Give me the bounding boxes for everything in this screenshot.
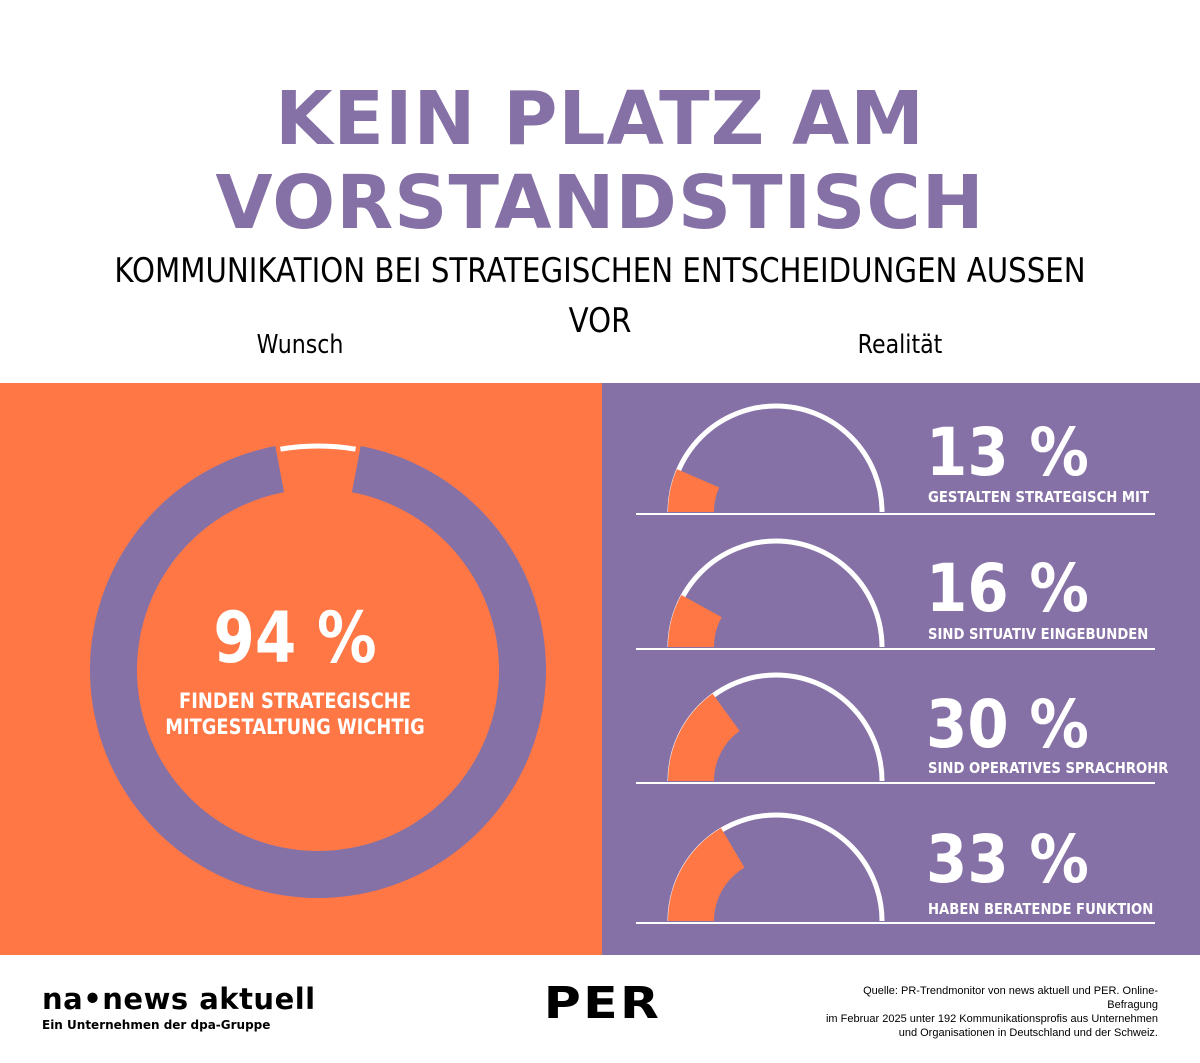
realitaet-gauge-value-2 (668, 594, 722, 647)
wunsch-value: 94 % (213, 597, 377, 679)
news-aktuell-tagline: Ein Unternehmen der dpa-Gruppe (42, 1018, 271, 1032)
wunsch-label-line-2: MITGESTALTUNG WICHTIG (165, 715, 425, 739)
realitaet-value-1: 13 % (926, 414, 1089, 491)
wunsch-label: FINDEN STRATEGISCHE MITGESTALTUNG WICHTI… (83, 688, 508, 740)
realitaet-label-2: SIND SITUATIV EINGEBUNDEN (928, 625, 1149, 643)
wunsch-label-line-1: FINDEN STRATEGISCHE (179, 689, 411, 713)
realitaet-gauge-value-4 (668, 828, 745, 921)
column-label-realitaet: Realität (857, 330, 943, 360)
realitaet-label-3: SIND OPERATIVES SPRACHROHR (928, 759, 1169, 777)
title-line-1: KEIN PLATZ AM (275, 76, 925, 162)
realitaet-label-4: HABEN BERATENDE FUNKTION (928, 900, 1154, 918)
realitaet-label-1: GESTALTEN STRATEGISCH MIT (928, 488, 1149, 506)
wunsch-donut-remainder (280, 443, 356, 452)
news-aktuell-logo: na•news aktuell (42, 982, 316, 1016)
realitaet-gauge-arc-1 (667, 403, 885, 513)
source-line-3: und Organisationen in Deutschland und de… (898, 1027, 1158, 1039)
realitaet-value-3: 30 % (926, 686, 1089, 763)
realitaet-value-2: 16 % (926, 550, 1089, 627)
per-logo: PER (543, 978, 662, 1029)
source-line-1: Quelle: PR-Trendmonitor von news aktuell… (863, 985, 1158, 1011)
source-note: Quelle: PR-Trendmonitor von news aktuell… (818, 984, 1158, 1040)
source-line-2: im Februar 2025 unter 192 Kommunikations… (825, 1013, 1158, 1025)
realitaet-value-4: 33 % (926, 821, 1089, 898)
realitaet-gauge-value-1 (668, 469, 720, 512)
title-line-2: VORSTANDSTISCH (215, 160, 985, 246)
realitaet-gauge-value-3 (668, 693, 740, 781)
column-label-wunsch: Wunsch (256, 330, 344, 360)
subtitle: KOMMUNIKATION BEI STRATEGISCHEN ENTSCHEI… (114, 251, 1086, 341)
